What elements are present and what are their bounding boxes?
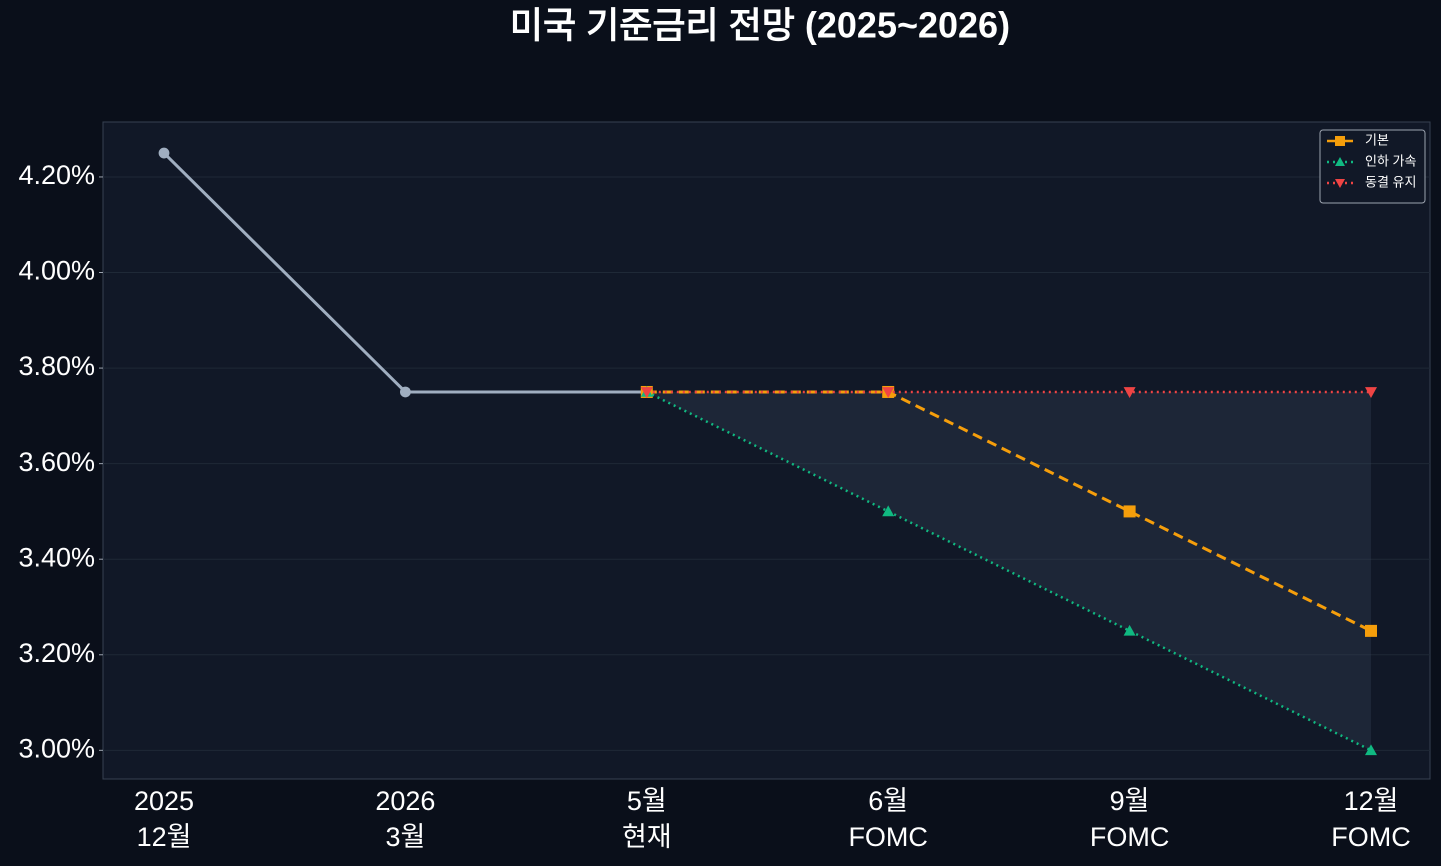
marker [1365,387,1377,398]
y-tick-label: 3.80% [18,351,95,381]
marker [1365,744,1377,756]
series-line [646,390,1372,752]
y-tick-label: 3.00% [18,733,95,763]
marker [1365,624,1377,637]
legend-box [1319,129,1426,204]
x-tick-label: 2026 3월 [375,786,436,852]
marker [1123,505,1136,518]
y-tick-label: 3.40% [18,542,95,572]
marker [882,387,895,398]
marker [1123,387,1136,398]
x-tick-label: 2025 12월 [133,786,195,852]
x-tick-label: 9월 FOMC [1089,786,1170,852]
legend-marker [1335,179,1345,188]
legend-label: 동결 유지 [1365,174,1416,189]
y-tick-label: 3.60% [18,447,95,477]
y-tick-label: 3.20% [18,638,95,668]
x-tick-label: 5월 현재 [621,786,672,852]
marker [400,386,411,398]
x-tick-label: 6월 FOMC [848,786,928,852]
range-band [646,391,1371,751]
y-tick-label: 4.00% [18,256,95,286]
legend-marker [1335,157,1345,166]
legend-label: 기본 [1365,132,1389,147]
legend-marker [1335,136,1345,146]
chart-title: 미국 기준금리 전망 (2025~2026) [510,5,1010,46]
y-tick-label: 4.20% [18,160,95,190]
x-tick-label: 12월 FOMC [1331,786,1411,852]
legend-label: 인하 가속 [1365,153,1416,168]
marker [882,505,895,517]
marker [158,147,170,159]
marker [640,387,653,398]
marker [1123,624,1136,636]
